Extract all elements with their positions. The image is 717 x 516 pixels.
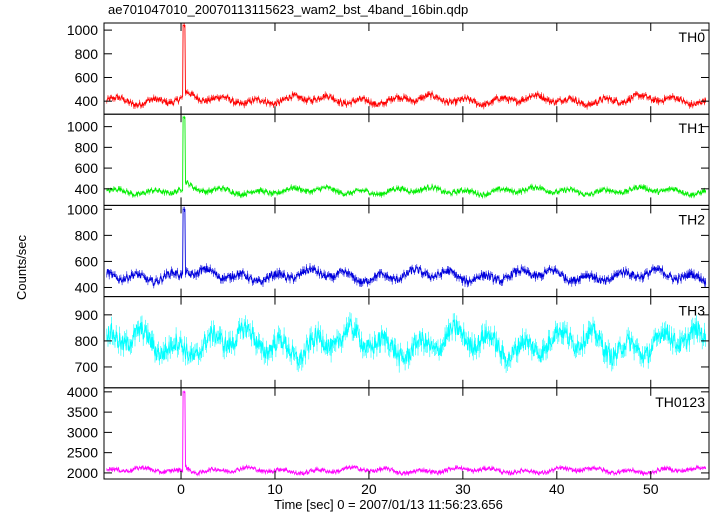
error-bars-th2 [106, 206, 706, 289]
panel-label-th2: TH2 [679, 211, 706, 227]
series-line-th1 [106, 116, 706, 198]
y-tick-label: 400 [75, 181, 99, 197]
x-tick-label: 0 [177, 481, 185, 497]
x-axis-label: Time [sec] 0 = 2007/01/13 11:56:23.656 [274, 497, 503, 512]
y-tick-label: 800 [75, 333, 99, 349]
y-tick-label: 800 [75, 227, 99, 243]
x-tick-label: 30 [455, 481, 471, 497]
error-bars-th0123 [106, 390, 706, 477]
panel-frame-th2 [103, 204, 710, 298]
panel-frame-th3 [103, 296, 710, 389]
y-tick-label: 3500 [67, 404, 98, 420]
x-tick-label: 50 [643, 481, 659, 497]
error-bars-th1 [106, 115, 706, 199]
y-tick-label: 600 [75, 160, 99, 176]
y-tick-label: 2000 [67, 465, 98, 481]
y-tick-label: 400 [75, 93, 99, 109]
y-tick-label: 1000 [67, 22, 98, 38]
error-bars-th3 [106, 312, 706, 373]
series-line-th0123 [106, 391, 706, 477]
panel-label-th3: TH3 [679, 303, 706, 319]
y-tick-label: 600 [75, 69, 99, 85]
x-tick-label: 20 [361, 481, 377, 497]
y-tick-label: 4000 [67, 384, 98, 400]
x-tick-label: 40 [549, 481, 565, 497]
panel-label-th1: TH1 [679, 120, 706, 136]
y-tick-label: 1000 [67, 119, 98, 135]
panel-label-th0123: TH0123 [655, 394, 705, 410]
y-tick-label: 3000 [67, 424, 98, 440]
y-tick-label: 800 [75, 139, 99, 155]
x-tick-label: 10 [267, 481, 283, 497]
panel-label-th0: TH0 [679, 29, 706, 45]
y-tick-label: 800 [75, 46, 99, 62]
y-tick-label: 2500 [67, 445, 98, 461]
y-tick-label: 400 [75, 279, 99, 295]
panel-frame-th0123 [103, 387, 710, 480]
y-tick-label: 700 [75, 359, 99, 375]
y-tick-label: 600 [75, 253, 99, 269]
y-tick-label: 900 [75, 307, 99, 323]
y-tick-label: 1000 [67, 201, 98, 217]
chart-title: ae701047010_20070113115623_wam2_bst_4ban… [108, 2, 469, 17]
